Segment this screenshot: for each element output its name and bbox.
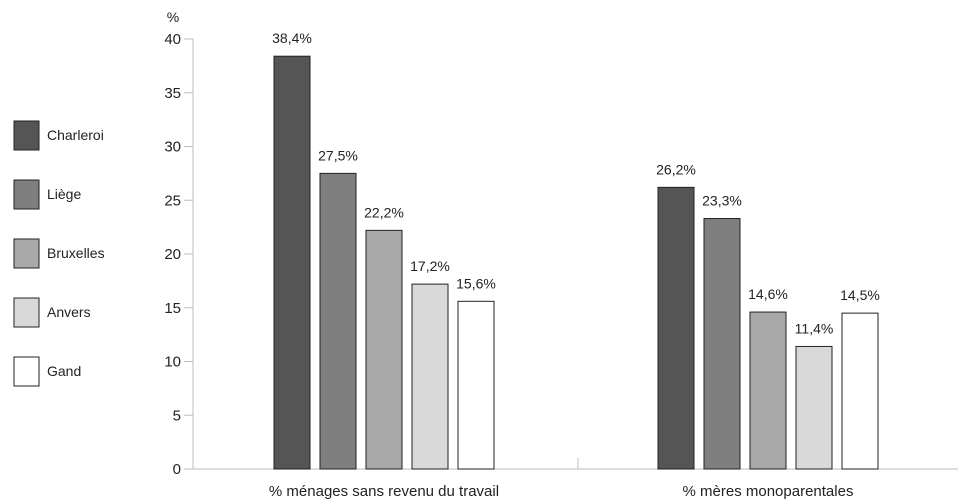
bar <box>457 300 495 470</box>
legend-swatch <box>13 297 40 328</box>
data-label: 11,4% <box>795 320 834 336</box>
y-axis-unit-label: % <box>167 9 179 25</box>
legend-item: Charleroi <box>13 120 104 151</box>
bar <box>273 55 311 470</box>
y-tick-label: 40 <box>164 31 181 48</box>
legend-swatch <box>13 179 40 210</box>
bar <box>319 172 357 470</box>
legend-item: Liège <box>13 179 81 210</box>
data-label: 27,5% <box>318 147 358 163</box>
bar <box>795 345 833 470</box>
legend-label: Bruxelles <box>47 245 105 261</box>
legend-label: Charleroi <box>47 127 104 143</box>
bar <box>657 186 695 470</box>
legend-label: Gand <box>47 363 81 379</box>
data-label: 14,5% <box>840 287 880 303</box>
legend: Charleroi Liège Bruxelles Anvers Gand <box>13 120 105 387</box>
data-label: 26,2% <box>656 161 696 177</box>
bar <box>411 283 449 470</box>
legend-item: Bruxelles <box>13 238 105 269</box>
y-tick-label: 0 <box>173 461 181 478</box>
data-label: 23,3% <box>702 193 742 209</box>
legend-item: Anvers <box>13 297 91 328</box>
y-tick-label: 5 <box>173 407 181 424</box>
data-label: 14,6% <box>748 286 788 302</box>
legend-swatch <box>13 238 40 269</box>
bar <box>749 311 787 470</box>
legend-label: Anvers <box>47 304 91 320</box>
legend-swatch <box>13 120 40 151</box>
x-category-label: % mères monoparentales <box>683 483 854 500</box>
chart-labels: 38,4% 27,5% 22,2% 17,2% 15,6% % ménages sans … <box>269 30 880 500</box>
data-label: 15,6% <box>456 275 496 291</box>
y-tick-label: 25 <box>164 192 181 209</box>
y-tick-label: 30 <box>164 139 181 156</box>
y-tick-label: 10 <box>164 354 181 371</box>
legend-swatch <box>13 356 40 387</box>
y-tick-label: 15 <box>164 300 181 317</box>
legend-label: Liège <box>47 186 81 202</box>
y-tick-label: 20 <box>164 246 181 263</box>
bar <box>365 229 403 470</box>
data-label: 38,4% <box>272 30 312 46</box>
x-category-label: % ménages sans revenu du travail <box>269 483 499 500</box>
bar <box>703 218 741 470</box>
bar <box>841 312 879 470</box>
y-tick-label: 35 <box>164 85 181 102</box>
data-label: 22,2% <box>364 204 404 220</box>
chart-bars <box>273 55 879 470</box>
legend-item: Gand <box>13 356 81 387</box>
data-label: 17,2% <box>410 258 450 274</box>
